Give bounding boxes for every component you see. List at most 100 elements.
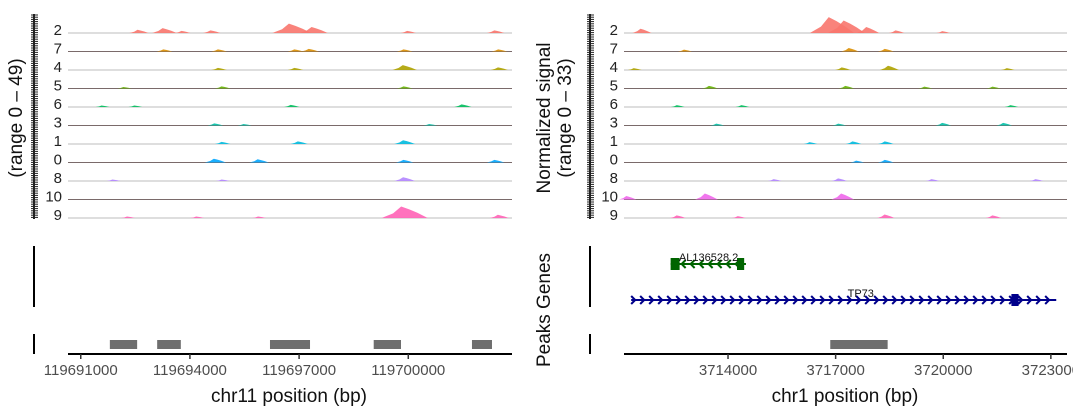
x-tick-label: 119691000 xyxy=(44,362,118,379)
strand-arrow xyxy=(792,295,799,305)
signal-peak xyxy=(827,20,865,33)
signal-peak xyxy=(1029,179,1044,181)
strand-arrow xyxy=(954,295,961,305)
signal-peak xyxy=(877,214,895,218)
strand-arrow xyxy=(909,295,916,305)
signal-peak xyxy=(856,27,880,33)
left-track-1: 1 xyxy=(54,133,512,150)
track-label: 1 xyxy=(610,133,618,150)
signal-peak xyxy=(152,28,177,33)
signal-peak xyxy=(888,30,905,33)
signal-peak xyxy=(803,142,818,144)
track-label: 8 xyxy=(54,170,62,187)
strand-arrow xyxy=(747,295,754,305)
signal-peak xyxy=(396,86,413,89)
strand-arrow xyxy=(1044,295,1051,305)
right-track-1: 1 xyxy=(610,133,1067,150)
right-track-9: 9 xyxy=(610,207,1067,224)
strand-arrow xyxy=(963,295,970,305)
signal-peak xyxy=(878,48,894,52)
strand-arrow xyxy=(738,295,745,305)
track-label: 4 xyxy=(54,59,62,76)
signal-peak xyxy=(935,122,952,126)
signal-peak xyxy=(249,159,269,163)
signal-peak xyxy=(627,68,642,70)
track-label: 3 xyxy=(610,115,618,132)
strand-arrow xyxy=(639,295,646,305)
strand-arrow xyxy=(855,295,862,305)
signal-peak xyxy=(936,31,951,33)
signal-peak xyxy=(710,123,725,126)
signal-peak xyxy=(252,216,266,218)
strand-arrow xyxy=(846,295,853,305)
signal-peak xyxy=(396,49,413,52)
signal-peak xyxy=(129,29,149,33)
signal-peak xyxy=(832,123,847,126)
signal-peak xyxy=(1000,68,1015,70)
right-track-6: 6 xyxy=(610,96,1067,113)
track-label: 7 xyxy=(610,41,618,58)
signal-peak xyxy=(423,123,438,126)
signal-peak xyxy=(850,160,865,163)
signal-peak xyxy=(207,123,224,126)
right-track-8: 8 xyxy=(610,170,1067,187)
signal-peak xyxy=(287,67,304,70)
left-track-8: 8 xyxy=(54,170,512,187)
strand-arrow xyxy=(990,295,997,305)
signal-peak xyxy=(215,179,230,181)
signal-peak xyxy=(237,123,252,126)
signal-peak xyxy=(128,105,143,107)
signal-peak xyxy=(394,140,416,144)
right-ylabel-line2: (range 0 – 33) xyxy=(555,58,576,177)
strand-arrow xyxy=(666,295,673,305)
signal-peak xyxy=(670,105,685,107)
peak-region xyxy=(373,340,401,349)
strand-arrow xyxy=(630,295,637,305)
signal-peak xyxy=(702,85,718,89)
track-label: 6 xyxy=(610,96,618,113)
right-scale-ruler xyxy=(587,14,594,219)
track-label: 6 xyxy=(54,96,62,113)
strand-arrow xyxy=(729,295,736,305)
signal-peak xyxy=(618,196,637,200)
signal-peak xyxy=(845,141,862,144)
left-ylabel: (range 0 – 49) xyxy=(6,58,27,177)
strand-arrow xyxy=(918,295,925,305)
right-ylabel-line1: Normalized signal xyxy=(534,42,555,193)
left-track-0: 0 xyxy=(54,152,512,169)
strand-arrow xyxy=(972,295,979,305)
exon xyxy=(670,258,680,270)
strand-arrow xyxy=(999,295,1006,305)
signal-peak xyxy=(489,214,509,218)
strand-arrow xyxy=(648,295,655,305)
left-scale-ruler xyxy=(31,14,38,219)
signal-peak xyxy=(301,48,319,52)
signal-peak xyxy=(986,86,1001,89)
exon xyxy=(1011,294,1019,306)
signal-peak xyxy=(95,105,110,107)
signal-peak xyxy=(454,104,472,107)
track-label: 3 xyxy=(54,115,62,132)
track-label: 10 xyxy=(601,189,618,206)
x-tick-label: 3717000 xyxy=(806,362,864,379)
signal-peak xyxy=(400,30,417,33)
right-xlabel: chr1 position (bp) xyxy=(772,386,919,407)
signal-peak xyxy=(490,67,508,70)
left-track-7: 7 xyxy=(54,41,512,58)
strand-arrow xyxy=(900,295,907,305)
strand-arrow xyxy=(693,295,700,305)
track-label: 0 xyxy=(54,152,62,169)
signal-peak xyxy=(156,49,173,52)
strand-arrow xyxy=(1017,295,1024,305)
strand-arrow xyxy=(801,295,808,305)
signal-peak xyxy=(299,27,328,33)
peak-region xyxy=(471,340,492,349)
signal-peak xyxy=(204,158,226,163)
strand-arrow xyxy=(936,295,943,305)
track-label: 7 xyxy=(54,41,62,58)
strand-arrow xyxy=(783,295,790,305)
signal-peak xyxy=(996,122,1013,126)
strand-arrow xyxy=(716,259,723,269)
strand-arrow xyxy=(927,295,934,305)
